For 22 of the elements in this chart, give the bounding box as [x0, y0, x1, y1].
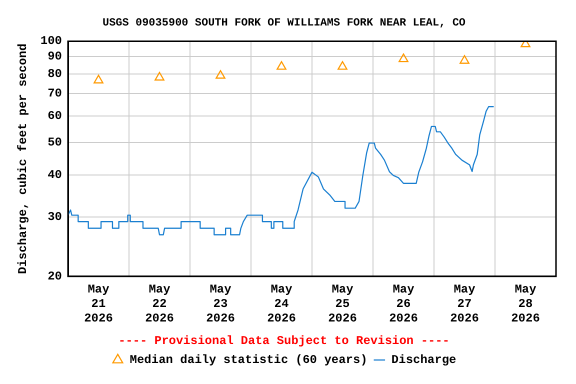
text: ---- Provisional Data Subject to Revision ---- — [118, 334, 450, 348]
x-tick-label: May 23 2026 — [206, 282, 235, 326]
x-tick-label: May 24 2026 — [267, 282, 296, 326]
y-tick-label: 60 — [48, 108, 62, 123]
x-tick-label: May 21 2026 — [84, 282, 113, 326]
y-tick-label: 20 — [48, 269, 62, 284]
y-tick-label: 80 — [48, 66, 62, 81]
x-tick-label: May 22 2026 — [145, 282, 174, 326]
x-tick-label: May 25 2026 — [328, 282, 357, 326]
y-tick-label: 100 — [40, 34, 62, 48]
y-axis-title: Discharge, cubic feet per second — [16, 44, 30, 274]
y-tick-label: 40 — [48, 168, 62, 182]
x-tick-label: May 28 2026 — [511, 282, 540, 326]
y-tick-label: 30 — [48, 210, 62, 224]
chart-title: USGS 09035900 SOUTH FORK OF WILLIAMS FORK NEAR LEAL, CO — [102, 17, 466, 30]
y-tick-label: 90 — [48, 50, 62, 64]
x-tick-label: May 27 2026 — [450, 282, 479, 326]
x-tick-label: May 26 2026 — [389, 282, 418, 326]
legend-label: Median daily statistic (60 years) — [130, 353, 368, 368]
y-tick-label: 70 — [48, 86, 62, 100]
legend-label: Discharge — [391, 353, 456, 368]
y-tick-label: 50 — [48, 136, 62, 150]
